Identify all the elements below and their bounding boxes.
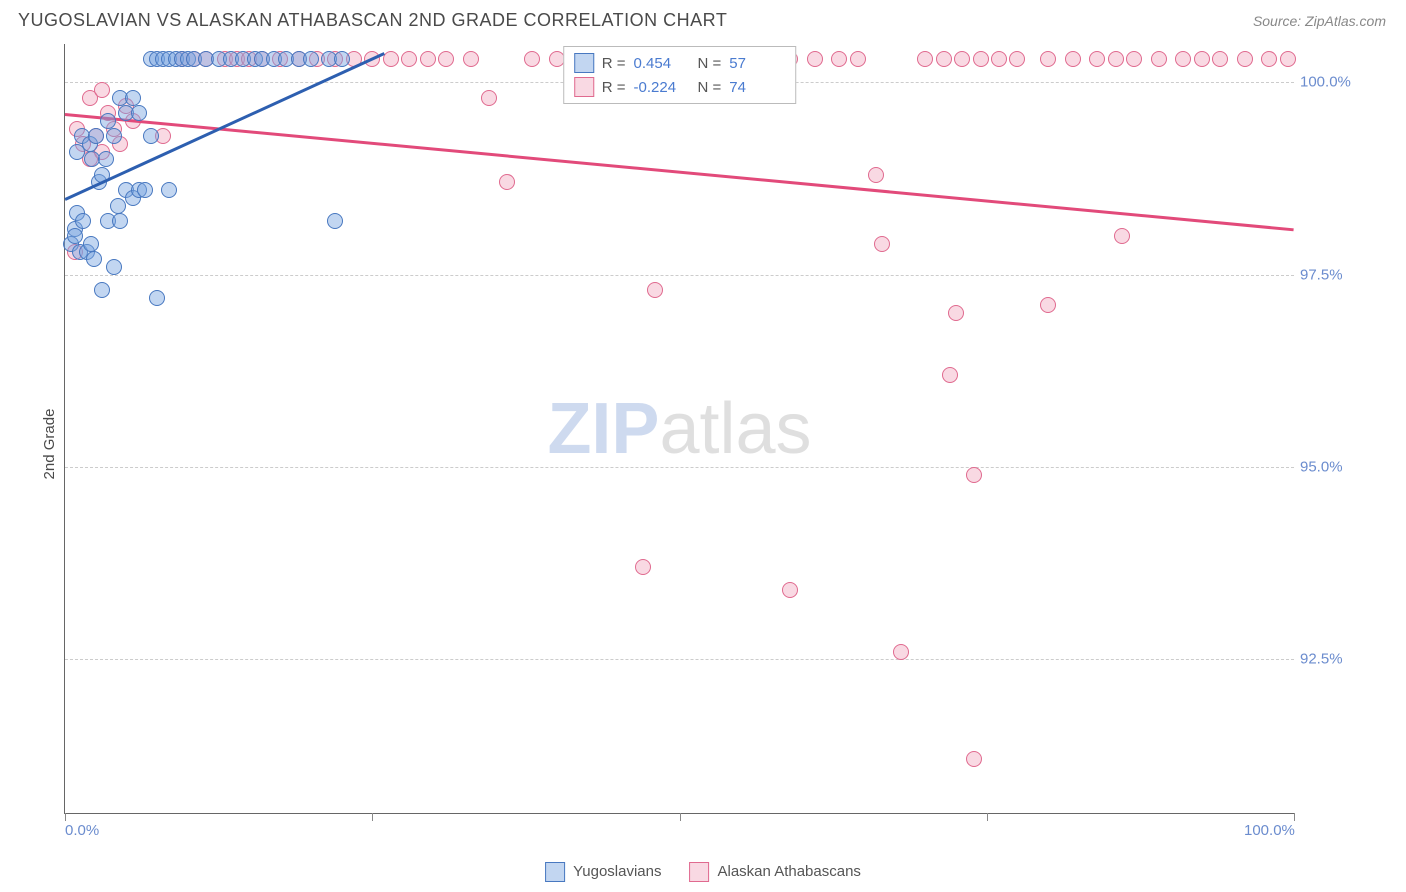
data-point-alaskan <box>635 559 651 575</box>
data-point-alaskan <box>1040 51 1056 67</box>
x-tick <box>65 813 66 821</box>
data-point-alaskan <box>1040 297 1056 313</box>
data-point-alaskan <box>917 51 933 67</box>
data-point-alaskan <box>948 305 964 321</box>
data-point-yugoslavians <box>149 290 165 306</box>
data-point-yugoslavians <box>106 259 122 275</box>
data-point-alaskan <box>1009 51 1025 67</box>
data-point-alaskan <box>481 90 497 106</box>
legend-swatch-icon <box>545 862 565 882</box>
data-point-alaskan <box>420 51 436 67</box>
data-point-yugoslavians <box>143 128 159 144</box>
data-point-yugoslavians <box>67 228 83 244</box>
gridline <box>65 659 1294 660</box>
data-point-alaskan <box>463 51 479 67</box>
gridline <box>65 467 1294 468</box>
data-point-yugoslavians <box>125 90 141 106</box>
data-point-alaskan <box>1261 51 1277 67</box>
gridline <box>65 275 1294 276</box>
data-point-yugoslavians <box>98 151 114 167</box>
data-point-alaskan <box>942 367 958 383</box>
legend-n-value-alaskan: 74 <box>729 79 785 96</box>
data-point-alaskan <box>94 82 110 98</box>
data-point-yugoslavians <box>161 182 177 198</box>
data-point-alaskan <box>438 51 454 67</box>
data-point-alaskan <box>807 51 823 67</box>
regression-line-alaskan <box>65 113 1294 231</box>
data-point-alaskan <box>1194 51 1210 67</box>
data-point-alaskan <box>874 236 890 252</box>
source-attribution: Source: ZipAtlas.com <box>1253 13 1386 29</box>
data-point-alaskan <box>1089 51 1105 67</box>
data-point-yugoslavians <box>106 128 122 144</box>
legend-n-value-yugoslavians: 57 <box>729 55 785 72</box>
data-point-alaskan <box>1212 51 1228 67</box>
data-point-yugoslavians <box>88 128 104 144</box>
data-point-yugoslavians <box>75 213 91 229</box>
data-point-alaskan <box>1114 228 1130 244</box>
data-point-alaskan <box>966 751 982 767</box>
data-point-alaskan <box>1175 51 1191 67</box>
correlation-legend: R = 0.454 N = 57 R = -0.224 N = 74 <box>563 46 797 104</box>
data-point-alaskan <box>1108 51 1124 67</box>
data-point-alaskan <box>782 582 798 598</box>
x-tick <box>1294 813 1295 821</box>
watermark: ZIPatlas <box>547 388 811 470</box>
x-tick <box>680 813 681 821</box>
data-point-alaskan <box>831 51 847 67</box>
data-point-alaskan <box>401 51 417 67</box>
data-point-alaskan <box>954 51 970 67</box>
x-tick <box>372 813 373 821</box>
data-point-alaskan <box>850 51 866 67</box>
data-point-yugoslavians <box>303 51 319 67</box>
plot-region: ZIPatlas R = 0.454 N = 57 R = -0.224 N =… <box>64 44 1294 814</box>
legend-n-label: N = <box>698 55 722 72</box>
data-point-alaskan <box>1237 51 1253 67</box>
data-point-yugoslavians <box>334 51 350 67</box>
data-point-yugoslavians <box>131 105 147 121</box>
series-legend: Yugoslavians Alaskan Athabascans <box>545 862 861 882</box>
data-point-alaskan <box>499 174 515 190</box>
x-tick <box>987 813 988 821</box>
legend-r-value-yugoslavians: 0.454 <box>634 55 690 72</box>
legend-r-value-alaskan: -0.224 <box>634 79 690 96</box>
data-point-yugoslavians <box>137 182 153 198</box>
y-tick-label: 92.5% <box>1300 651 1380 668</box>
data-point-alaskan <box>1126 51 1142 67</box>
data-point-alaskan <box>973 51 989 67</box>
chart-area: 2nd Grade ZIPatlas R = 0.454 N = 57 R = … <box>18 44 1386 844</box>
data-point-yugoslavians <box>112 213 128 229</box>
legend-swatch-icon <box>689 862 709 882</box>
data-point-alaskan <box>868 167 884 183</box>
legend-swatch-alaskan <box>574 77 594 97</box>
data-point-yugoslavians <box>86 251 102 267</box>
data-point-yugoslavians <box>110 198 126 214</box>
data-point-yugoslavians <box>327 213 343 229</box>
chart-title: YUGOSLAVIAN VS ALASKAN ATHABASCAN 2ND GR… <box>18 10 727 31</box>
data-point-alaskan <box>647 282 663 298</box>
y-tick-label: 100.0% <box>1300 74 1380 91</box>
data-point-alaskan <box>1065 51 1081 67</box>
legend-item-alaskan: Alaskan Athabascans <box>689 862 860 882</box>
x-tick-label: 100.0% <box>1244 822 1295 839</box>
data-point-alaskan <box>893 644 909 660</box>
data-point-alaskan <box>524 51 540 67</box>
data-point-alaskan <box>1280 51 1296 67</box>
y-axis-label: 2nd Grade <box>41 409 58 480</box>
data-point-alaskan <box>1151 51 1167 67</box>
legend-r-label: R = <box>602 55 626 72</box>
data-point-alaskan <box>936 51 952 67</box>
data-point-yugoslavians <box>100 113 116 129</box>
data-point-alaskan <box>991 51 1007 67</box>
legend-swatch-yugoslavians <box>574 53 594 73</box>
x-tick-label: 0.0% <box>65 822 99 839</box>
data-point-yugoslavians <box>94 282 110 298</box>
y-tick-label: 97.5% <box>1300 266 1380 283</box>
legend-r-label: R = <box>602 79 626 96</box>
legend-item-yugoslavians: Yugoslavians <box>545 862 661 882</box>
legend-n-label: N = <box>698 79 722 96</box>
y-tick-label: 95.0% <box>1300 458 1380 475</box>
data-point-yugoslavians <box>83 236 99 252</box>
data-point-alaskan <box>966 467 982 483</box>
